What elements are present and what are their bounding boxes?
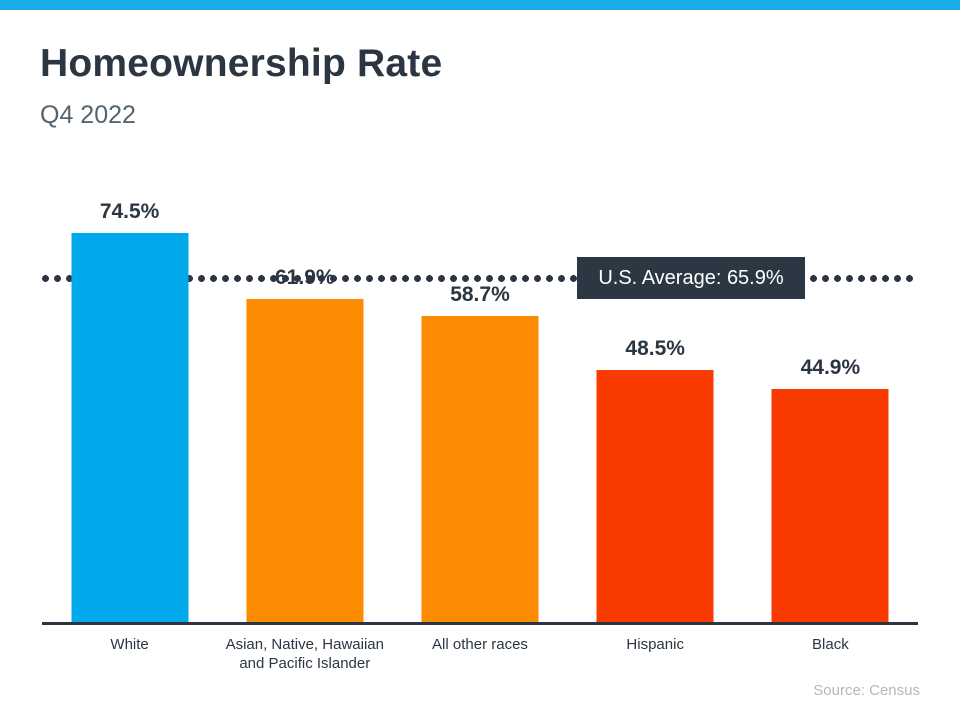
- average-callout: U.S. Average: 65.9%: [577, 257, 805, 300]
- bar-column: 74.5%: [42, 190, 217, 625]
- category-label: White: [110, 636, 149, 653]
- bar-value-label: 44.9%: [800, 356, 861, 379]
- top-accent-bar: [0, 0, 960, 10]
- bar-column: 61.9%: [217, 190, 392, 625]
- source-credit: Source: Census: [813, 682, 920, 699]
- bar-column: 48.5%: [568, 190, 743, 625]
- bar-chart-area: 74.5% 61.9% 58.7% 48.5% 44.9% U.S. Average: …: [42, 190, 918, 625]
- category-labels-row: White Asian, Native, Hawaiian and Pacific…: [42, 636, 918, 680]
- bar: [771, 389, 889, 625]
- bar-column: 58.7%: [392, 190, 567, 625]
- bar-column: 44.9%: [743, 190, 918, 625]
- bar: [421, 316, 539, 625]
- category-label: All other races: [432, 636, 528, 653]
- bar-value-label: 61.9%: [275, 266, 335, 289]
- average-dotted-line: [42, 274, 918, 282]
- bar-value-label: 48.5%: [625, 337, 685, 360]
- bar: [246, 299, 364, 625]
- category-label: Black: [812, 636, 849, 653]
- category-label: Asian, Native, Hawaiian and Pacific Isla…: [225, 636, 384, 672]
- chart-subtitle: Q4 2022: [40, 101, 136, 129]
- bar: [596, 370, 714, 625]
- bar: [71, 233, 189, 625]
- bar-value-label: 58.7%: [450, 283, 510, 306]
- x-axis-line: [42, 622, 918, 625]
- bar-value-label: 74.5%: [99, 200, 160, 223]
- chart-title: Homeownership Rate: [40, 42, 443, 85]
- category-label: Hispanic: [626, 636, 684, 653]
